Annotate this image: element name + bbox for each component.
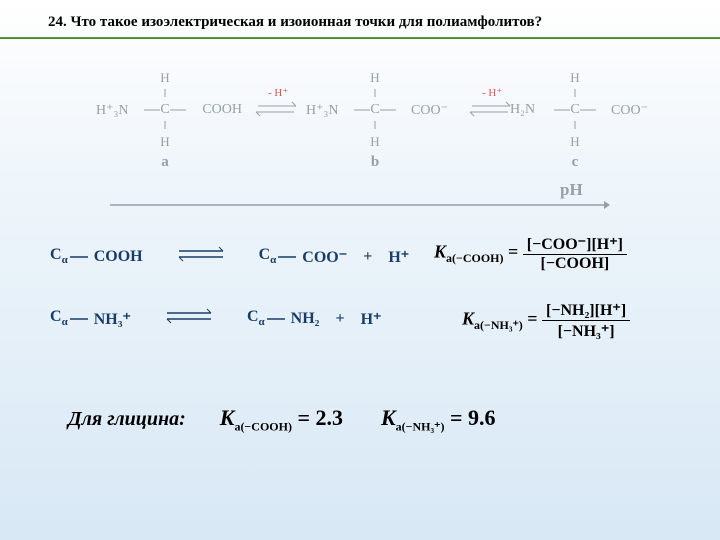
minus-h-2: - H⁺ (482, 86, 502, 99)
equilibrium-arrow-2: - H⁺ (466, 100, 514, 118)
ph-axis-arrow (110, 198, 610, 222)
structure-c: H H₂N C COO⁻ H c (540, 70, 610, 171)
equilibrium-arrow-1: - H⁺ (252, 100, 300, 118)
eq-arrow-icon (175, 246, 227, 267)
ka-formula-nh3: Ka(−NH₃⁺) = [−NH₂][H⁺] [−NH₃⁺] (462, 300, 630, 341)
title-underline (0, 37, 720, 39)
ka-cooh-value: Ka(−COOH) = 2.3 (220, 405, 343, 434)
ka-nh3-value: Ka(−NH₃⁺) = 9.6 (381, 405, 496, 434)
structure-a: H H⁺₃N C COOH H a (130, 70, 200, 171)
minus-h-1: - H⁺ (268, 86, 288, 99)
struct-a-right: COOH (202, 102, 242, 118)
calpha: Cα (50, 246, 68, 266)
struct-a-left: H⁺₃N (96, 102, 129, 119)
label-c: c (540, 154, 610, 171)
h-bottom: H (130, 134, 200, 150)
struct-c: C (160, 102, 169, 118)
question-title: 24. Что такое изоэлектрическая и изоионн… (0, 0, 720, 37)
structures-row: H H⁺₃N C COOH H a - H⁺ H H⁺₃N C (0, 70, 720, 180)
plus-sign: + (363, 248, 372, 266)
label-a: a (130, 154, 200, 171)
ph-label: pH (560, 180, 583, 200)
ka-formula-cooh: Ka(−COOH) = [−COO⁻][H⁺] [−COOH] (434, 234, 627, 273)
glycine-label: Для глицина: (68, 408, 186, 431)
glycine-values: Для глицина: Ka(−COOH) = 2.3 Ka(−NH₃⁺) =… (68, 405, 668, 434)
label-b: b (340, 154, 410, 171)
structure-b: H H⁺₃N C COO⁻ H b (340, 70, 410, 171)
h-top: H (130, 70, 200, 86)
